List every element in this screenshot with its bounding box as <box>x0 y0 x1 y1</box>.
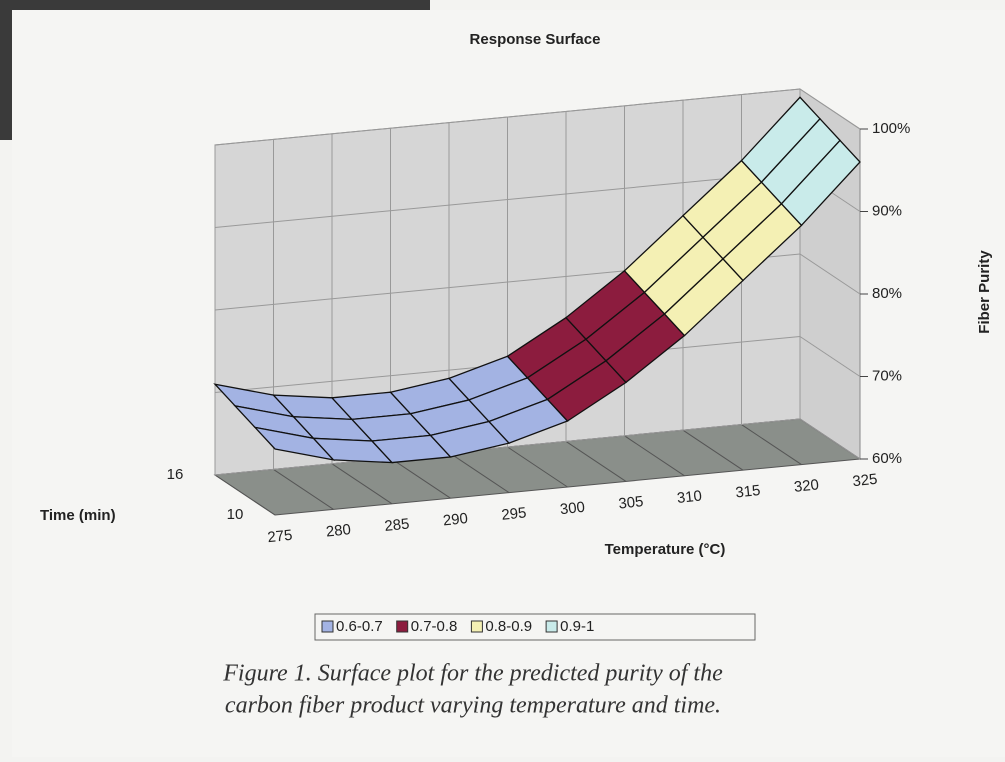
legend-swatch <box>322 621 333 632</box>
x-tick-label: 305 <box>618 493 645 513</box>
x-tick-label: 320 <box>793 476 820 496</box>
x-tick-label: 280 <box>325 521 352 541</box>
x-tick-label: 315 <box>735 482 762 502</box>
caption-line: Figure 1. Surface plot for the predicted… <box>222 661 723 687</box>
legend-swatch <box>397 621 408 632</box>
z-tick-label: 70% <box>872 367 902 384</box>
legend-label: 0.9-1 <box>560 618 594 635</box>
x-axis-label: Temperature (°C) <box>605 541 726 558</box>
legend-label: 0.6-0.7 <box>336 618 383 635</box>
legend-swatch <box>546 621 557 632</box>
z-tick-label: 60% <box>872 450 902 467</box>
z-axis-label: Fiber Purity <box>976 250 993 334</box>
chart-title: Response Surface <box>470 31 601 48</box>
caption-line: carbon fiber product varying temperature… <box>225 693 721 719</box>
z-tick-label: 80% <box>872 285 902 302</box>
x-tick-label: 300 <box>559 499 586 519</box>
z-tick-label: 90% <box>872 202 902 219</box>
legend-swatch <box>471 621 482 632</box>
y-tick-label: 16 <box>167 466 184 483</box>
y-tick-label: 10 <box>227 506 244 523</box>
z-tick-label: 100% <box>872 120 910 137</box>
chart: Response Surface Time (min) Temperature … <box>0 0 1005 757</box>
y-axis-label: Time (min) <box>40 507 116 524</box>
x-tick-label: 290 <box>442 510 469 530</box>
page: Response Surface Time (min) Temperature … <box>0 0 1005 757</box>
legend-label: 0.7-0.8 <box>411 618 458 635</box>
x-tick-label: 310 <box>676 488 703 508</box>
x-tick-label: 285 <box>384 516 411 536</box>
x-tick-label: 275 <box>267 527 294 547</box>
legend-label: 0.8-0.9 <box>485 618 532 635</box>
x-tick-label: 295 <box>501 504 528 524</box>
x-tick-label: 325 <box>852 471 879 491</box>
